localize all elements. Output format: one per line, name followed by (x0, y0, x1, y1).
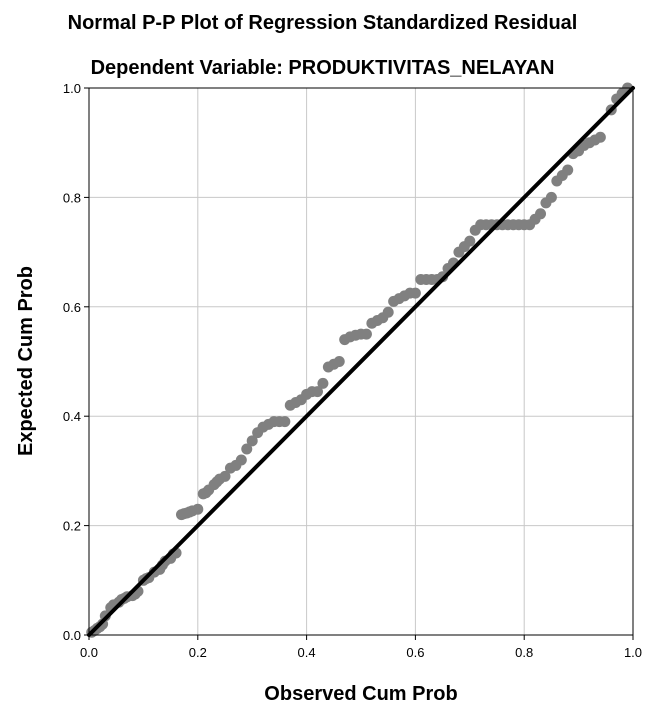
data-point (545, 191, 557, 203)
x-tick-label: 0.0 (80, 645, 98, 660)
reference-line (87, 86, 635, 637)
y-tick-label: 0.4 (63, 409, 81, 424)
data-point (409, 287, 421, 299)
y-tick-label: 0.8 (63, 190, 81, 205)
y-tick-label: 0.0 (63, 628, 81, 643)
y-axis-label: Expected Cum Prob (15, 266, 37, 456)
y-tick-label: 1.0 (63, 81, 81, 96)
data-point (333, 356, 345, 367)
x-tick-label: 1.0 (624, 645, 642, 660)
y-tick-label: 0.6 (63, 300, 81, 315)
data-point (594, 131, 606, 143)
data-point (317, 377, 329, 389)
x-tick-label: 0.8 (515, 645, 533, 660)
data-point (241, 443, 253, 455)
x-tick-label: 0.4 (298, 645, 316, 660)
data-point (246, 435, 258, 447)
x-axis-label: Observed Cum Prob (264, 683, 457, 705)
data-point (360, 328, 372, 340)
chart-title: Normal P-P Plot of Regression Standardiz… (67, 12, 578, 34)
plot-area-border (88, 87, 634, 636)
data-point (311, 386, 323, 398)
data-point (382, 306, 394, 318)
data-point (192, 503, 204, 515)
data-point (535, 208, 547, 220)
data-point (562, 164, 574, 176)
x-tick-label: 0.2 (189, 645, 207, 660)
x-tick-label: 0.6 (406, 645, 424, 660)
y-axis-ticks: 0.0 0.2 0.4 0.6 0.8 1.0 (63, 81, 89, 643)
x-axis-ticks: 0.0 0.2 0.4 0.6 0.8 1.0 (80, 635, 642, 660)
data-point (219, 470, 231, 482)
data-point (464, 235, 476, 247)
data-point (279, 416, 291, 428)
data-point (235, 454, 247, 466)
chart-subtitle: Dependent Variable: PRODUKTIVITAS_NELAYA… (90, 57, 555, 79)
y-tick-label: 0.2 (63, 519, 81, 534)
